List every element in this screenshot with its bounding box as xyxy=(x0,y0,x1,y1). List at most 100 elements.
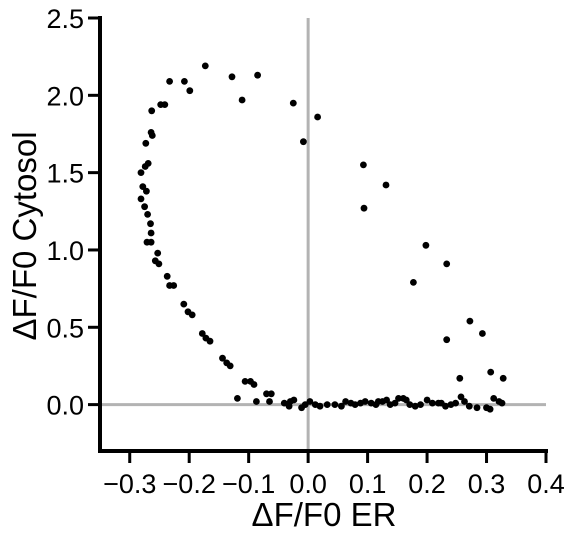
data-point xyxy=(395,395,402,402)
data-point xyxy=(280,399,288,407)
data-point xyxy=(406,401,414,408)
y-tick-label: 1.5 xyxy=(46,159,84,189)
data-point xyxy=(139,183,147,191)
data-point xyxy=(479,330,486,337)
data-point xyxy=(411,402,419,410)
data-point xyxy=(456,374,464,382)
data-point xyxy=(442,402,449,410)
y-tick-label: 2.5 xyxy=(46,4,84,34)
data-point xyxy=(253,398,260,405)
data-point xyxy=(465,402,473,410)
y-tick-label: 2.0 xyxy=(46,81,84,111)
x-axis-title: ΔF/F0 ER xyxy=(252,496,397,533)
y-axis-title: ΔF/F0 Cytosol xyxy=(6,131,43,340)
data-point xyxy=(498,399,506,407)
x-tick-label: 0.4 xyxy=(527,469,565,499)
x-tick-label: −0.1 xyxy=(222,469,275,499)
data-point xyxy=(473,404,481,412)
data-point xyxy=(226,362,234,370)
data-point xyxy=(228,73,236,81)
data-point xyxy=(316,402,324,410)
data-point xyxy=(499,374,507,382)
data-point xyxy=(402,396,410,404)
data-point xyxy=(314,113,321,121)
data-point xyxy=(457,393,465,401)
data-point xyxy=(466,317,474,325)
x-tick-label: 0.1 xyxy=(349,469,387,499)
data-point xyxy=(338,402,345,410)
data-point xyxy=(219,354,226,362)
data-point xyxy=(417,401,424,408)
data-point xyxy=(391,399,399,407)
data-point xyxy=(155,260,163,268)
data-point xyxy=(443,336,451,344)
x-tick-label: −0.3 xyxy=(103,469,156,499)
data-point xyxy=(206,337,214,345)
y-tick-label: 0.5 xyxy=(46,313,84,343)
data-point xyxy=(443,260,451,268)
data-point xyxy=(144,211,152,218)
data-point xyxy=(147,220,154,228)
data-point xyxy=(254,71,261,79)
data-point xyxy=(351,401,359,408)
data-point xyxy=(141,163,149,170)
data-point xyxy=(137,169,145,177)
data-point xyxy=(410,279,417,286)
data-point xyxy=(423,396,431,404)
data-point xyxy=(360,204,368,212)
x-tick-label: 0.0 xyxy=(289,469,327,499)
data-point xyxy=(142,139,150,147)
data-point xyxy=(342,398,349,405)
data-point xyxy=(234,395,241,402)
data-points xyxy=(137,62,507,413)
data-point xyxy=(323,401,331,408)
data-point xyxy=(181,78,188,85)
x-tick-label: 0.3 xyxy=(468,469,506,499)
data-point xyxy=(180,300,188,308)
data-point xyxy=(163,272,171,280)
data-point xyxy=(148,107,156,115)
data-point xyxy=(331,401,339,408)
data-point xyxy=(382,181,390,189)
data-point xyxy=(241,378,249,385)
data-point xyxy=(147,229,155,237)
x-tick-label: 0.2 xyxy=(408,469,446,499)
data-point xyxy=(267,390,275,398)
data-point xyxy=(263,390,270,398)
x-tick-label: −0.2 xyxy=(163,469,216,499)
data-point xyxy=(289,99,297,107)
data-point xyxy=(422,241,430,249)
data-point xyxy=(487,368,495,376)
data-point xyxy=(143,187,150,195)
data-point xyxy=(147,238,155,246)
data-point xyxy=(188,311,196,319)
data-point xyxy=(266,398,273,405)
data-point xyxy=(137,195,145,203)
data-point xyxy=(154,249,162,257)
data-point xyxy=(170,282,178,289)
axes xyxy=(98,16,548,453)
x-axis-ticks: −0.3 −0.2 −0.1 0.0 0.1 0.2 0.3 0.4 xyxy=(103,451,565,499)
y-tick-label: 1.0 xyxy=(46,236,84,266)
data-point xyxy=(361,398,369,405)
data-point xyxy=(429,399,436,407)
data-point xyxy=(290,396,298,404)
data-point xyxy=(360,161,367,169)
data-point xyxy=(490,395,498,402)
data-point xyxy=(383,396,390,404)
data-point xyxy=(250,381,258,388)
y-axis-ticks: 0.0 0.5 1.0 1.5 2.0 2.5 xyxy=(46,4,100,421)
data-point xyxy=(306,398,314,405)
data-point xyxy=(186,87,194,95)
data-point xyxy=(198,330,206,337)
data-point xyxy=(166,78,174,85)
data-point xyxy=(486,405,494,413)
data-point xyxy=(141,203,149,211)
data-point xyxy=(201,62,209,70)
data-point xyxy=(161,101,169,108)
data-point xyxy=(461,398,468,405)
data-point xyxy=(238,96,246,104)
data-point xyxy=(452,399,459,407)
y-tick-label: 0.0 xyxy=(46,391,84,421)
